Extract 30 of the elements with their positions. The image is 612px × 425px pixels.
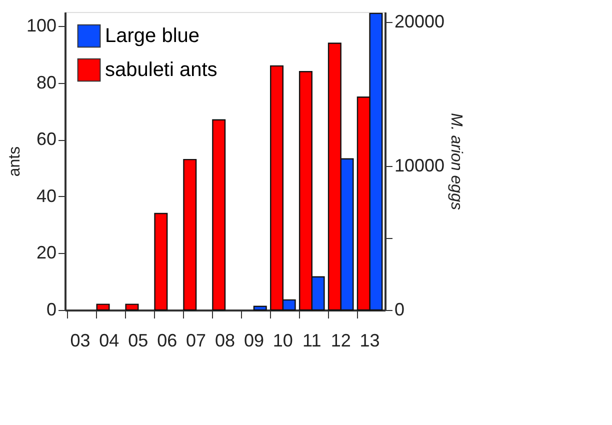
x-tick-label: 11 [302,330,322,350]
bar [212,119,226,311]
y2-tick-label: 0 [394,300,405,320]
y-tick-label: 20 [36,242,56,263]
legend-label: Large blue [105,25,200,47]
x-tick-label: 10 [272,330,293,350]
y-tick-label: 100 [26,16,56,36]
bar [154,212,168,311]
y2-tick-label: 10000 [394,156,445,176]
bar [253,306,267,311]
y-tick-label: 40 [36,186,56,206]
x-tick-label: 04 [99,330,120,350]
y-tick-label: 0 [46,300,56,320]
y2-tick-label: 20000 [394,12,445,32]
x-tick-label: 06 [157,330,178,350]
x-tick-label: 05 [128,330,148,350]
x-tick-label: 03 [70,330,90,350]
x-tick-label: 08 [214,330,236,350]
x-tick-label: 07 [186,330,206,350]
legend-label: sabuleti ants [105,59,218,81]
x-tick-label: 09 [244,330,264,350]
bar [125,304,139,311]
y2-axis-title: M. arion eggs [448,113,465,210]
x-tick-label: 13 [360,330,380,350]
y-tick-label: 60 [36,129,56,150]
bar [183,158,197,311]
bar [96,304,110,311]
y-axis-title: ants [6,146,24,177]
x-tick-label: 12 [330,330,351,350]
y-tick-label: 80 [36,72,56,92]
